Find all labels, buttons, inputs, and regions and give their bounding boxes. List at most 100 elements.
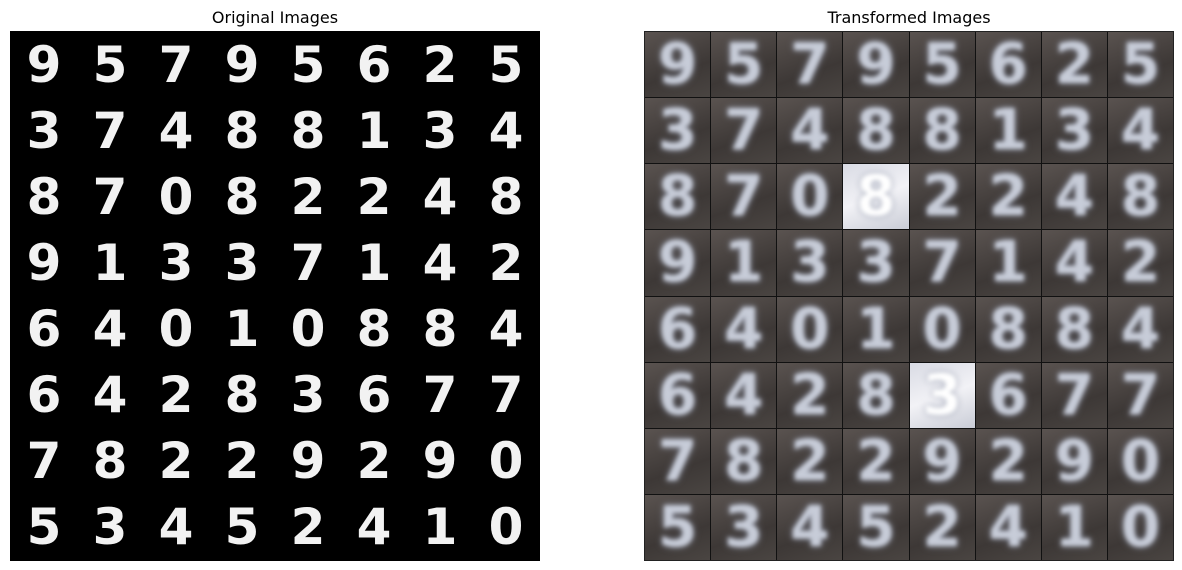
transformed-digit-cell: 4	[1107, 98, 1173, 164]
transformed-digit: 3	[658, 98, 698, 164]
transformed-digit: 7	[1120, 362, 1160, 428]
transformed-digit: 0	[1120, 428, 1160, 494]
original-digit-cell: 7	[77, 98, 143, 164]
transformed-digit-cell: 8	[645, 164, 711, 230]
transformed-digit-cell: 2	[777, 362, 843, 428]
transformed-digit-cell: 7	[645, 428, 711, 494]
original-digit-cell: 1	[341, 98, 407, 164]
transformed-digit: 1	[988, 230, 1028, 296]
original-digit-cell: 4	[77, 296, 143, 362]
transformed-digit: 4	[1054, 164, 1094, 230]
transformed-digit-cell: 3	[645, 98, 711, 164]
transformed-digit-cell: 1	[1041, 494, 1107, 560]
transformed-digit: 9	[1054, 428, 1094, 494]
original-digit-cell: 0	[143, 164, 209, 230]
transformed-digit-cell: 8	[711, 428, 777, 494]
original-digit-cell: 6	[341, 32, 407, 98]
transformed-digit-cell: 0	[1107, 428, 1173, 494]
transformed-digit: 1	[1054, 494, 1094, 560]
original-digit-cell: 9	[209, 32, 275, 98]
original-digit-cell: 7	[143, 32, 209, 98]
original-digit-cell: 2	[341, 428, 407, 494]
original-digit-cell: 2	[143, 428, 209, 494]
original-digit-cell: 8	[407, 296, 473, 362]
transformed-digit: 4	[724, 296, 764, 362]
transformed-digit: 6	[658, 296, 698, 362]
transformed-digit-cell: 2	[777, 428, 843, 494]
transformed-digit-cell: 8	[1107, 164, 1173, 230]
original-digit-cell: 8	[473, 164, 539, 230]
original-digit-cell: 1	[341, 230, 407, 296]
original-digit-cell: 4	[407, 230, 473, 296]
original-digit-cell: 4	[473, 98, 539, 164]
transformed-digit: 2	[1120, 230, 1160, 296]
transformed-digit-cell: 7	[711, 98, 777, 164]
original-digit-cell: 4	[143, 494, 209, 560]
original-digit-cell: 7	[77, 164, 143, 230]
transformed-digit-cell: 4	[777, 98, 843, 164]
transformed-digit-cell: 8	[1041, 296, 1107, 362]
original-digit-cell: 9	[407, 428, 473, 494]
transformed-digit-cell: 7	[1107, 362, 1173, 428]
transformed-digit: 6	[658, 362, 698, 428]
transformed-digit-cell: 3	[909, 362, 975, 428]
transformed-digit: 7	[790, 32, 830, 98]
transformed-digit: 4	[1054, 230, 1094, 296]
transformed-digit: 4	[724, 362, 764, 428]
transformed-digit-cell: 6	[645, 296, 711, 362]
transformed-digit: 2	[790, 362, 830, 428]
transformed-digit: 0	[790, 164, 830, 230]
original-digit-cell: 3	[275, 362, 341, 428]
transformed-digit: 3	[724, 494, 764, 560]
original-digit-cell: 0	[473, 494, 539, 560]
original-digit-cell: 1	[407, 494, 473, 560]
original-digit-cell: 7	[11, 428, 77, 494]
original-digit-cell: 8	[77, 428, 143, 494]
transformed-digit: 1	[856, 296, 896, 362]
transformed-digit: 0	[790, 296, 830, 362]
original-digit-cell: 8	[275, 98, 341, 164]
transformed-digit-cell: 5	[909, 32, 975, 98]
original-digit-cell: 3	[11, 98, 77, 164]
transformed-digit: 5	[1120, 32, 1160, 98]
transformed-digit: 0	[922, 296, 962, 362]
original-digit-cell: 2	[209, 428, 275, 494]
transformed-digit-cell: 9	[843, 32, 909, 98]
transformed-digit: 5	[658, 494, 698, 560]
transformed-digit: 7	[658, 428, 698, 494]
original-digit-cell: 2	[473, 230, 539, 296]
original-digit-cell: 3	[209, 230, 275, 296]
transformed-digit-cell: 2	[1107, 230, 1173, 296]
transformed-digit: 7	[724, 164, 764, 230]
transformed-digit-cell: 8	[975, 296, 1041, 362]
transformed-digit-cell: 4	[711, 362, 777, 428]
transformed-digit: 7	[1054, 362, 1094, 428]
transformed-digit-cell: 5	[1107, 32, 1173, 98]
transformed-digit-cell: 2	[909, 164, 975, 230]
transformed-digit-cell: 9	[1041, 428, 1107, 494]
transformed-digit-cell: 5	[711, 32, 777, 98]
transformed-digit-cell: 2	[909, 494, 975, 560]
original-digit-cell: 9	[11, 230, 77, 296]
transformed-digit: 9	[658, 230, 698, 296]
transformed-digit-cell: 3	[843, 230, 909, 296]
transformed-digit-cell: 5	[645, 494, 711, 560]
transformed-digit-cell: 5	[843, 494, 909, 560]
original-digit-cell: 2	[341, 164, 407, 230]
transformed-digit-cell: 9	[645, 230, 711, 296]
transformed-digit-cell: 1	[711, 230, 777, 296]
transformed-digit-cell: 7	[1041, 362, 1107, 428]
transformed-digit-cell: 2	[1041, 32, 1107, 98]
transformed-digit-cell: 0	[777, 164, 843, 230]
transformed-digit: 7	[724, 98, 764, 164]
transformed-images-title: Transformed Images	[827, 8, 991, 27]
original-digit-cell: 7	[275, 230, 341, 296]
transformed-digit-cell: 2	[975, 428, 1041, 494]
original-digit-cell: 4	[407, 164, 473, 230]
transformed-digit: 8	[922, 98, 962, 164]
transformed-digit-cell: 1	[975, 98, 1041, 164]
original-digit-cell: 8	[209, 362, 275, 428]
transformed-digit: 9	[658, 32, 698, 98]
transformed-digit-cell: 3	[711, 494, 777, 560]
